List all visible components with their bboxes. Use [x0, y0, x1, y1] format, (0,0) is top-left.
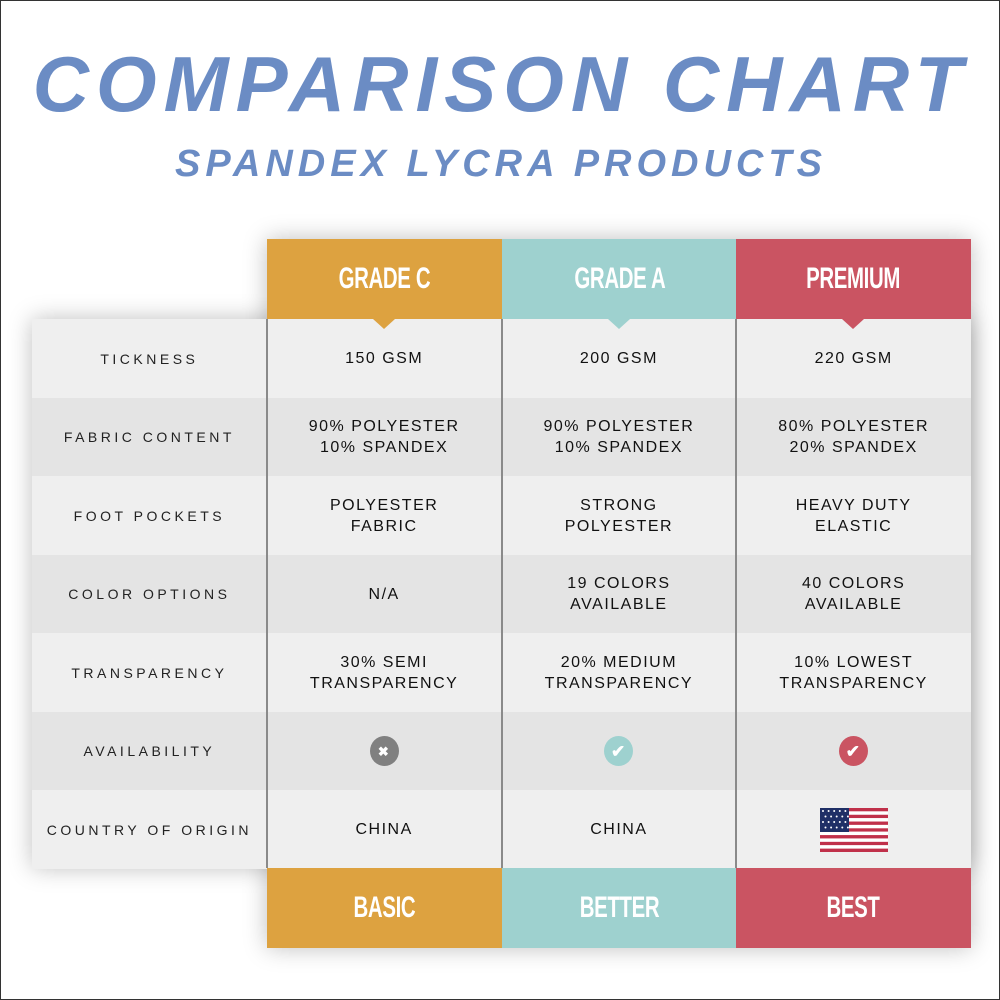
- table-cell: 200 GSM: [579, 350, 658, 367]
- header-grade-a: GRADE A: [502, 239, 737, 319]
- column-divider: [501, 319, 503, 868]
- table-cell: N/A: [368, 585, 400, 603]
- table-cell: CHINA: [355, 821, 413, 838]
- table-cell: 30% SEMI TRANSPARENCY: [309, 653, 459, 692]
- header-premium: PREMIUM: [736, 239, 971, 319]
- table-cell: 20% MEDIUM TRANSPARENCY: [544, 653, 694, 692]
- header-pointer: [373, 319, 395, 329]
- table-cell: ✖: [267, 712, 502, 791]
- table-cell: 19 COLORS AVAILABLE: [567, 575, 671, 613]
- us-flag-icon: [819, 807, 888, 852]
- table-cell: STRONG POLYESTER: [564, 496, 674, 535]
- row-label: AVAILABILITY: [83, 743, 216, 759]
- row-label: TICKNESS: [100, 350, 199, 367]
- table-cell: 40 COLORS AVAILABLE: [801, 575, 906, 613]
- table-cell: HEAVY DUTY ELASTIC: [795, 496, 912, 535]
- column-divider: [266, 319, 268, 868]
- row-label: TRANSPARENCY: [71, 664, 228, 681]
- column-divider: [735, 319, 737, 868]
- row-label: FOOT POCKETS: [73, 507, 226, 524]
- page-subtitle: SPANDEX LYCRA PRODUCTS: [175, 143, 827, 185]
- table-cell: 150 GSM: [345, 350, 424, 367]
- table-cell: POLYESTER FABRIC: [329, 496, 439, 535]
- x-circle-icon: ✖: [369, 736, 399, 766]
- header-pointer: [842, 319, 864, 329]
- table-cell: 220 GSM: [814, 350, 893, 367]
- header-pointer: [608, 319, 630, 329]
- table-cell: 90% POLYESTER 10% SPANDEX: [308, 418, 460, 456]
- table-cell: 80% POLYESTER 20% SPANDEX: [778, 418, 930, 456]
- row-label: COUNTRY OF ORIGIN: [46, 821, 252, 838]
- page-title: COMPARISON CHART: [32, 40, 970, 128]
- footer-basic: BASIC: [267, 868, 502, 948]
- table-cell: ✔: [736, 712, 971, 791]
- row-label: FABRIC CONTENT: [63, 429, 235, 445]
- footer-better: BETTER: [502, 868, 737, 948]
- footer-best: BEST: [736, 868, 971, 948]
- table-cell: 90% POLYESTER 10% SPANDEX: [543, 418, 695, 456]
- check-circle-icon: ✔: [604, 736, 634, 766]
- table-cell: [736, 790, 971, 869]
- row-label: COLOR OPTIONS: [68, 586, 231, 602]
- table-cell: ✔: [502, 712, 737, 791]
- table-cell: 10% LOWEST TRANSPARENCY: [779, 653, 928, 692]
- table-cell: CHINA: [590, 821, 648, 838]
- check-circle-icon: ✔: [839, 736, 869, 766]
- header-grade-c: GRADE C: [267, 239, 502, 319]
